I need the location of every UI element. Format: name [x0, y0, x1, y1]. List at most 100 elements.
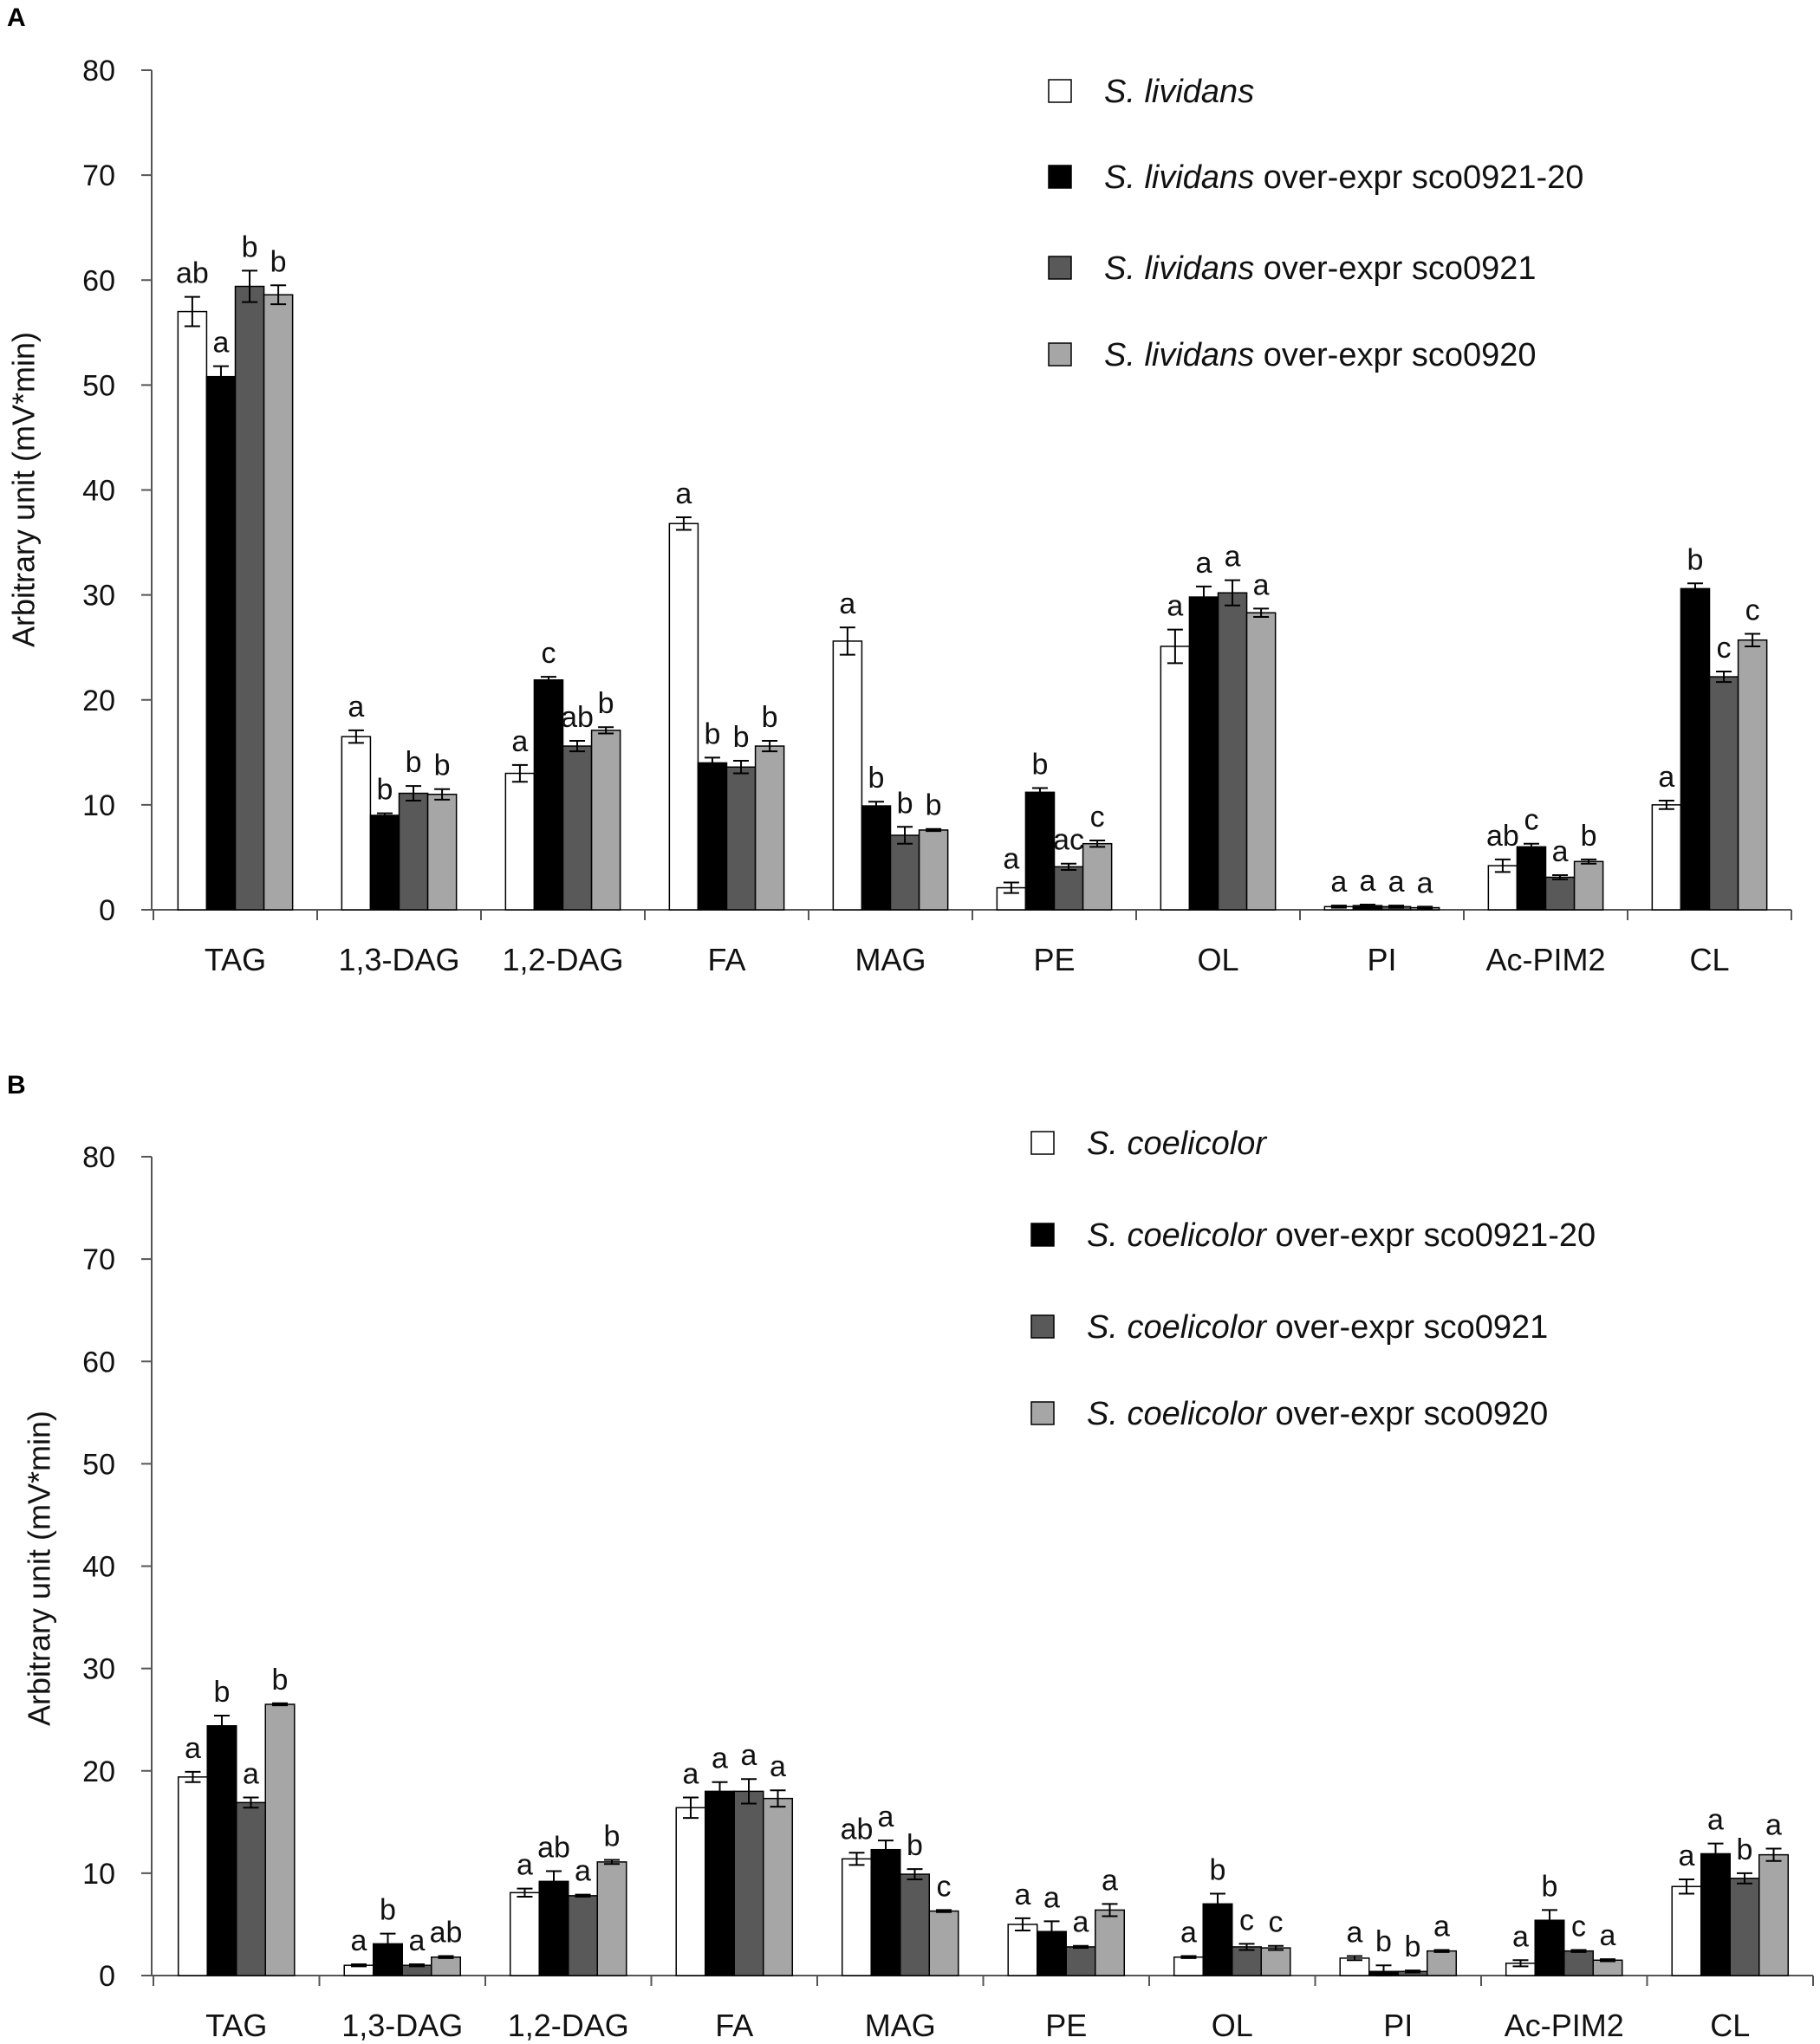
significance-label: b: [926, 789, 942, 822]
significance-label: b: [705, 717, 721, 750]
category-label: 1,2-DAG: [508, 2008, 629, 2043]
bar: [263, 294, 294, 911]
bar: [1534, 1919, 1565, 1976]
y-tick-label: 70: [82, 1243, 115, 1276]
category-label: 1,2-DAG: [502, 942, 623, 977]
bar: [918, 829, 949, 911]
significance-label: a: [1102, 1864, 1118, 1897]
y-tick-label: 30: [82, 1653, 115, 1686]
significance-label: a: [1552, 835, 1569, 868]
bar: [1671, 1885, 1702, 1976]
significance-label: a: [1679, 1840, 1695, 1872]
bar: [264, 1703, 296, 1976]
bar: [1007, 1924, 1038, 1976]
category-label: TAG: [205, 942, 266, 977]
y-tick-label: 70: [82, 159, 115, 192]
bar: [861, 805, 892, 911]
significance-label: a: [675, 477, 692, 510]
significance-label: a: [1043, 1881, 1060, 1914]
significance-label: b: [1375, 1925, 1392, 1958]
bar: [1680, 587, 1711, 911]
significance-label: b: [1542, 1870, 1558, 1903]
legend-swatch: [1048, 165, 1072, 189]
legend-label: S. coelicolor over-expr sco0921-20: [1087, 1217, 1596, 1254]
y-tick-label: 50: [82, 1448, 115, 1481]
significance-label: a: [1658, 761, 1674, 794]
bar: [841, 1858, 872, 1976]
significance-label: a: [878, 1801, 894, 1833]
legend-swatch: [1048, 342, 1072, 367]
significance-label: ac: [1053, 824, 1084, 857]
legend-label: S. lividans over-expr sco0921: [1104, 250, 1537, 287]
bar: [928, 1910, 959, 1976]
panel-b: B 0 10 20 30 40 50 60 70 80 Arbitrary unit (mV*min…: [7, 1071, 1814, 2043]
bar: [668, 522, 699, 911]
y-tick-label: 40: [82, 1551, 115, 1584]
bar: [538, 1880, 569, 1976]
significance-label: ab: [430, 1917, 463, 1950]
significance-label: a: [1253, 568, 1270, 601]
significance-label: a: [839, 587, 855, 620]
significance-label: b: [598, 687, 614, 720]
bar: [1563, 1950, 1595, 1976]
significance-label: b: [1032, 748, 1049, 781]
bar: [177, 1776, 208, 1976]
bar: [596, 1861, 627, 1976]
y-tick-label: 60: [82, 264, 115, 297]
bar: [398, 792, 429, 911]
bar: [1202, 1903, 1233, 1976]
y-axis-title: Arbitrary unit (mV*min): [22, 1411, 57, 1726]
significance-label: a: [409, 1924, 426, 1957]
legend-label: S. coelicolor over-expr sco0920: [1087, 1396, 1548, 1432]
bar: [697, 762, 728, 911]
significance-label: ab: [841, 1813, 874, 1846]
bar: [369, 814, 400, 911]
y-tick-label: 80: [82, 55, 115, 88]
significance-label: a: [1512, 1920, 1529, 1953]
bar: [889, 834, 920, 911]
significance-label: c: [1269, 1906, 1284, 1939]
bar: [1245, 612, 1277, 911]
bar: [725, 766, 757, 911]
bar: [832, 640, 863, 911]
y-tick-label: 10: [82, 1858, 115, 1891]
significance-label: a: [1167, 590, 1183, 623]
y-tick-label: 10: [82, 789, 115, 822]
y-tick-label: 20: [82, 1755, 115, 1788]
bar: [1095, 1909, 1126, 1976]
legend-label: S. coelicolor: [1087, 1126, 1267, 1162]
bar: [1173, 1956, 1204, 1976]
category-label: MAG: [855, 942, 926, 977]
significance-label: c: [1524, 804, 1538, 837]
panel-a: A 0 10 20 30 40 50 60 70 80 Arbitrary unit (mV*min…: [6, 3, 1792, 977]
category-label: 1,3-DAG: [341, 2008, 463, 2043]
significance-label: a: [1225, 541, 1241, 574]
category-label: CL: [1689, 942, 1729, 977]
legend-swatch: [1030, 1314, 1055, 1339]
bar: [1232, 1946, 1263, 1976]
category-label: FA: [707, 942, 745, 977]
significance-label: a: [517, 1849, 533, 1882]
significance-label: b: [1405, 1930, 1421, 1963]
significance-label: a: [351, 1924, 367, 1957]
significance-label: c: [1717, 632, 1732, 665]
legend-swatch: [1030, 1223, 1055, 1247]
bar: [1217, 592, 1248, 911]
significance-label: b: [377, 774, 393, 807]
bar: [1758, 1853, 1790, 1976]
bar: [509, 1892, 540, 1976]
significance-label: ab: [561, 701, 594, 734]
significance-label: a: [741, 1739, 757, 1772]
significance-label: c: [1745, 594, 1760, 626]
category-label: MAG: [865, 2008, 936, 2043]
significance-label: b: [604, 1820, 621, 1853]
significance-label: a: [185, 1732, 201, 1765]
significance-label: a: [1600, 1919, 1616, 1952]
significance-label: a: [575, 1855, 591, 1888]
bar: [590, 730, 621, 911]
category-label: PI: [1367, 942, 1396, 977]
significance-label: b: [272, 1664, 289, 1697]
significance-label: b: [762, 701, 778, 734]
significance-label: a: [511, 725, 528, 758]
